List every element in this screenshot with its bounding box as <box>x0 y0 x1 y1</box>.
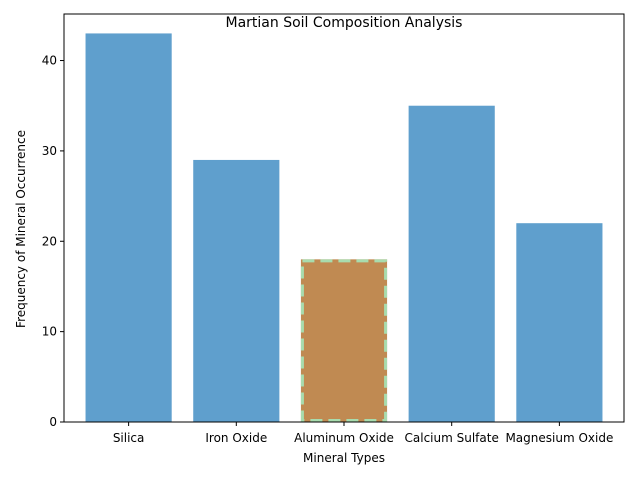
y-axis-label: Frequency of Mineral Occurrence <box>14 130 28 328</box>
x-tick-label: Iron Oxide <box>205 431 267 445</box>
y-tick-label: 10 <box>42 325 57 339</box>
highlight-outline <box>300 259 388 422</box>
chart-title: Martian Soil Composition Analysis <box>226 15 463 31</box>
bar-calcium-sulfate <box>408 105 495 422</box>
x-axis-ticks: Silica Iron Oxide Aluminum Oxide Calcium Su… <box>113 422 613 445</box>
bar-silica <box>85 33 172 423</box>
x-tick-label: Calcium Sulfate <box>405 431 499 445</box>
x-tick-label: Magnesium Oxide <box>505 431 613 445</box>
x-axis-label: Mineral Types <box>303 451 385 465</box>
x-tick-label: Silica <box>113 431 145 445</box>
bars-group <box>85 33 603 423</box>
y-tick-label: 40 <box>42 54 57 68</box>
bar-aluminum-oxide <box>300 259 388 422</box>
y-tick-label: 30 <box>42 144 57 158</box>
bar-magnesium-oxide <box>516 223 603 422</box>
plot-frame <box>63 13 625 423</box>
y-tick-label: 20 <box>42 234 57 248</box>
y-axis-ticks: 0 10 20 30 40 <box>42 54 64 429</box>
x-tick-label: Aluminum Oxide <box>294 431 394 445</box>
y-tick-label: 0 <box>49 415 57 429</box>
bar-iron-oxide <box>193 159 280 423</box>
